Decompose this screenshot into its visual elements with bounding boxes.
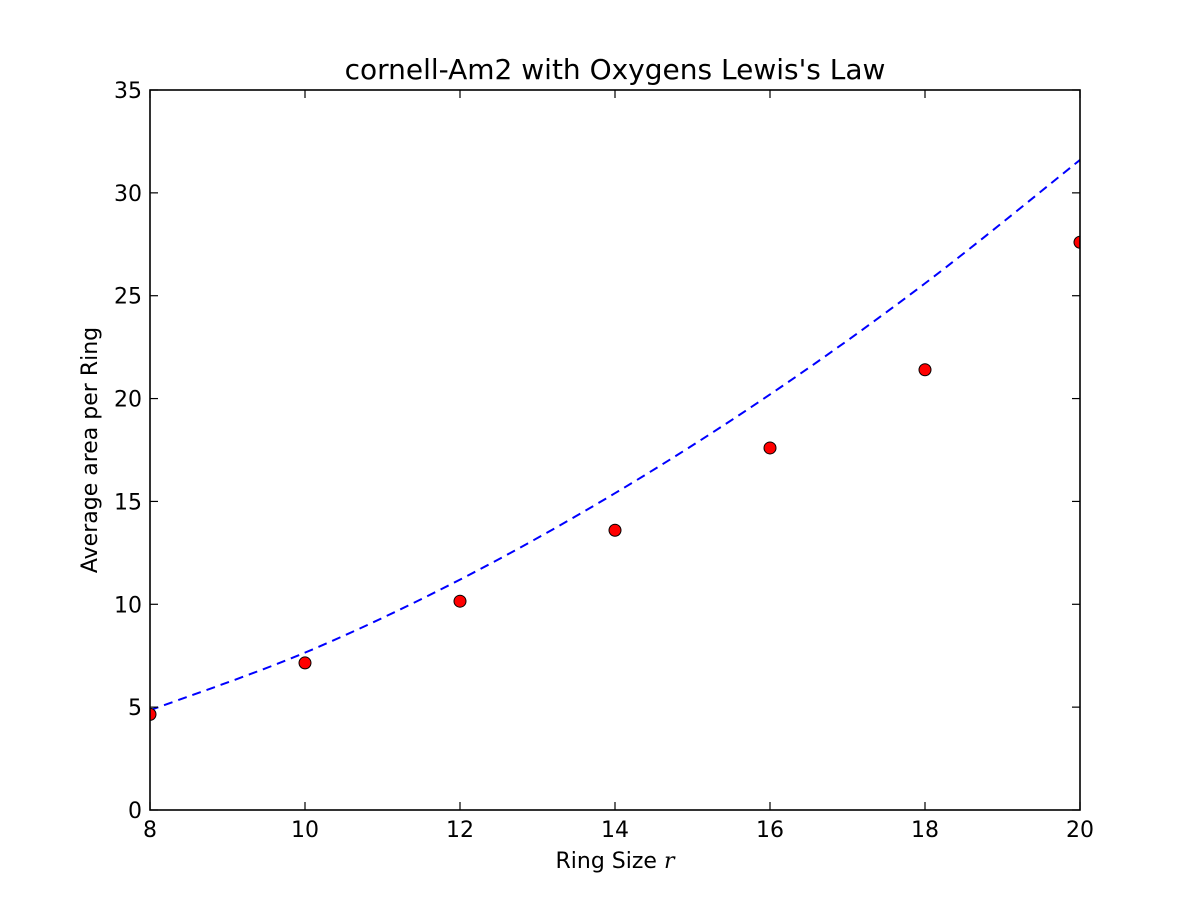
data-point <box>918 363 932 377</box>
data-point <box>608 523 622 537</box>
data-point <box>298 656 312 670</box>
y-tick-label: 5 <box>128 696 142 721</box>
y-axis-title: Average area per Ring <box>78 327 103 573</box>
x-tick-label: 12 <box>446 818 474 843</box>
y-tick-label: 20 <box>114 388 142 413</box>
data-point <box>1073 235 1080 249</box>
y-tick-label: 0 <box>128 799 142 824</box>
y-tick-label: 30 <box>114 182 142 207</box>
fit-curve-line <box>150 159 1080 712</box>
y-tick-label: 35 <box>114 79 142 104</box>
x-axis-variable: r <box>664 849 676 874</box>
y-tick-label: 25 <box>114 285 142 310</box>
y-tick-label: 15 <box>114 490 142 515</box>
x-tick-label: 10 <box>291 818 319 843</box>
x-tick-label: 8 <box>143 818 157 843</box>
x-axis-title: Ring Size r <box>556 849 676 874</box>
chart-title: cornell-Am2 with Oxygens Lewis's Law <box>345 53 886 86</box>
x-axis-label-text: Ring Size <box>556 849 657 874</box>
y-tick-label: 10 <box>114 593 142 618</box>
axis-ticks: 8 10 12 14 16 18 20 0 5 10 15 20 25 30 35 <box>114 79 1094 843</box>
x-tick-label: 20 <box>1066 818 1094 843</box>
data-point <box>453 594 467 608</box>
x-tick-label: 14 <box>601 818 629 843</box>
x-tick-label: 18 <box>911 818 939 843</box>
data-point <box>150 707 157 721</box>
plot-content <box>150 159 1080 721</box>
data-point <box>763 441 777 455</box>
x-tick-label: 16 <box>756 818 784 843</box>
